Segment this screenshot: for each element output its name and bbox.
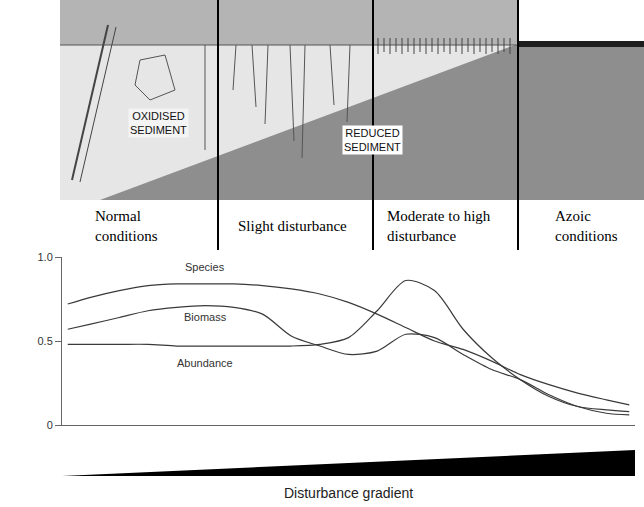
svg-text:Azoicconditions: Azoicconditions	[555, 208, 618, 244]
svg-text:Abundance: Abundance	[177, 357, 233, 369]
svg-text:Slight disturbance: Slight disturbance	[238, 218, 347, 234]
svg-text:0: 0	[47, 419, 53, 431]
svg-text:REDUCEDSEDIMENT: REDUCEDSEDIMENT	[344, 127, 401, 153]
svg-text:Species: Species	[185, 261, 225, 273]
svg-text:Normalconditions: Normalconditions	[95, 208, 158, 244]
svg-text:OXIDISEDSEDIMENT: OXIDISEDSEDIMENT	[130, 110, 187, 136]
svg-text:0.5: 0.5	[38, 335, 53, 347]
svg-text:Biomass: Biomass	[184, 311, 227, 323]
svg-text:Moderate to highdisturbance: Moderate to highdisturbance	[387, 208, 491, 244]
svg-text:Disturbance gradient: Disturbance gradient	[284, 485, 413, 501]
svg-text:1.0: 1.0	[38, 251, 53, 263]
